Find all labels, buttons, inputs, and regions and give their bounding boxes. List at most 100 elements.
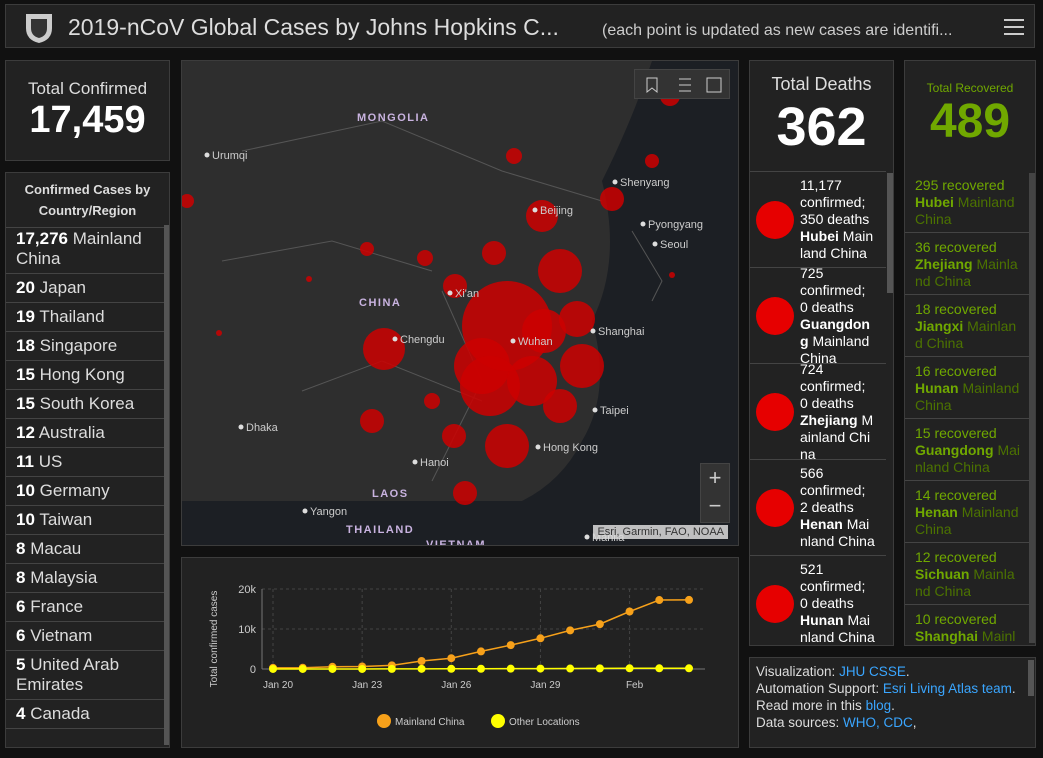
zoom-control: + −: [700, 463, 730, 523]
map-label: Dhaka: [246, 422, 279, 434]
link[interactable]: blog: [865, 698, 892, 713]
map[interactable]: MONGOLIA Urumqi CHINA Chengdu Xi'an Beijing Sh…: [181, 60, 739, 546]
link[interactable]: JHU CSSE: [839, 664, 906, 679]
deaths-panel: Total Deaths 362 11,177 confirmed; 350 de…: [749, 60, 894, 646]
country-item[interactable]: 12 Australia: [6, 419, 164, 448]
deaths-text: 725 confirmed; 0 deaths Guangdong Mainland…: [800, 265, 876, 367]
count: 15: [16, 365, 35, 384]
country-item[interactable]: 6 Vietnam: [6, 622, 164, 651]
country-item[interactable]: 17,276 Mainland China: [6, 225, 164, 274]
region: Zhejiang: [915, 256, 973, 272]
count: 6: [16, 597, 26, 616]
country-item[interactable]: 10 Taiwan: [6, 506, 164, 535]
count: 4: [16, 704, 26, 723]
country: Mainland China: [915, 194, 1015, 227]
map-label: Beijing: [540, 205, 573, 217]
scrollbar[interactable]: [887, 173, 893, 293]
point: [566, 664, 575, 673]
city-dot: [612, 179, 618, 185]
label: Total Deaths: [771, 74, 872, 94]
recovered-item[interactable]: 295 recovered Hubei Mainland China: [905, 171, 1029, 233]
map-canvas: MONGOLIA Urumqi CHINA Chengdu Xi'an Beijing Sh…: [182, 61, 738, 545]
map-label: Chengdu: [400, 334, 445, 346]
point: [506, 664, 515, 673]
deaths-item[interactable]: 566 confirmed; 2 deaths Henan Mainland Chi…: [750, 460, 886, 556]
point: [358, 664, 367, 673]
toolbar-icons[interactable]: [635, 70, 731, 100]
recovered-item[interactable]: 16 recovered Hunan Mainland China: [905, 357, 1029, 419]
value: 362: [776, 97, 867, 157]
region: Guangdong: [800, 315, 870, 349]
deaths: 0 deaths: [800, 595, 854, 611]
country-panel: Confirmed Cases by Country/Region 17,276…: [5, 172, 170, 748]
zoom-in[interactable]: +: [708, 465, 722, 490]
country: Mainland China: [981, 628, 1016, 644]
country-item[interactable]: 6 France: [6, 593, 164, 622]
info-panel: Visualization: JHU CSSE. Automation Suppo…: [749, 657, 1036, 748]
point: [655, 596, 664, 605]
info-text: Visualization: JHU CSSE. Automation Suppo…: [750, 658, 1028, 736]
deaths-item[interactable]: 521 confirmed; 0 deaths Hunan Mainland Chi…: [750, 556, 886, 645]
map-toolbar[interactable]: [634, 69, 730, 99]
region: Hubei: [915, 194, 954, 210]
recovered-item[interactable]: 18 recovered Jiangxi Mainland China: [905, 295, 1029, 357]
confirmed: 724 confirmed;: [800, 360, 866, 394]
y-axis-label: Total confirmed cases: [209, 591, 220, 688]
recovered-item[interactable]: 36 recovered Zhejiang Mainland China: [905, 233, 1029, 295]
recovered-item[interactable]: 14 recovered Henan Mainland China: [905, 481, 1029, 543]
info-line: Read more in this blog.: [756, 697, 1022, 714]
info-line: Automation Support: Esri Living Atlas te…: [756, 680, 1022, 697]
deaths-list: 11,177 confirmed; 350 deaths Hubei Mainlan…: [750, 171, 886, 645]
deaths-item[interactable]: 11,177 confirmed; 350 deaths Hubei Mainlan…: [750, 172, 886, 268]
recovered: 14 recovered: [915, 487, 997, 503]
country: Mainland China: [915, 256, 1018, 289]
country-item[interactable]: 11 US: [6, 448, 164, 477]
country-item[interactable]: 8 Macau: [6, 535, 164, 564]
menu-button[interactable]: [1004, 18, 1024, 36]
map-label: Wuhan: [518, 336, 553, 348]
country-item[interactable]: 15 South Korea: [6, 390, 164, 419]
link[interactable]: Esri Living Atlas team: [882, 681, 1012, 696]
total-confirmed: Total Confirmed 17,459: [5, 60, 170, 161]
city-dot: [592, 407, 598, 413]
scrollbar[interactable]: [1029, 173, 1035, 643]
count: 20: [16, 278, 35, 297]
country-item[interactable]: 5 United Arab Emirates: [6, 651, 164, 700]
country: Mainland China: [800, 228, 874, 261]
map-label: Hanoi: [420, 457, 449, 469]
deaths-item[interactable]: 725 confirmed; 0 deaths Guangdong Mainland…: [750, 265, 886, 367]
city-dot: [238, 424, 244, 430]
country: Mainland China: [915, 442, 1020, 475]
scrollbar[interactable]: [164, 225, 169, 745]
country-item[interactable]: 8 Malaysia: [6, 564, 164, 593]
region-line: Henan Mainland China: [915, 504, 1021, 538]
deaths: 2 deaths: [800, 499, 854, 515]
country-item[interactable]: 15 Hong Kong: [6, 361, 164, 390]
region: Zhejiang: [800, 411, 858, 428]
x-tick-label: Jan 26: [441, 680, 471, 691]
legend-swatch: [491, 714, 505, 728]
y-tick-label: 10k: [238, 624, 256, 636]
scrollbar[interactable]: [1028, 660, 1034, 696]
country-item[interactable]: 20 Japan: [6, 274, 164, 303]
country-item[interactable]: 10 Germany: [6, 477, 164, 506]
link[interactable]: WHO, CDC: [843, 715, 913, 730]
text: Visualization:: [756, 664, 840, 679]
text: ,: [912, 715, 917, 730]
deaths-item[interactable]: 724 confirmed; 0 deaths Zhejiang Mainland …: [750, 360, 886, 462]
country: Mainland China: [800, 332, 870, 366]
recovered-item[interactable]: 12 recovered Sichuan Mainland China: [905, 543, 1029, 605]
zoom-out[interactable]: −: [708, 493, 722, 518]
recovered-item[interactable]: 15 recovered Guangdong Mainland China: [905, 419, 1029, 481]
country-item[interactable]: 18 Singapore: [6, 332, 164, 361]
point: [625, 607, 634, 616]
country-item[interactable]: 19 Thailand: [6, 303, 164, 332]
point: [536, 634, 545, 643]
count: 5: [16, 655, 26, 674]
count: 18: [16, 336, 35, 355]
region-line: Zhejiang Mainland China: [915, 256, 1021, 290]
country-item[interactable]: 4 Canada: [6, 700, 164, 729]
city-dot: [590, 328, 596, 334]
text: .: [1011, 681, 1016, 696]
